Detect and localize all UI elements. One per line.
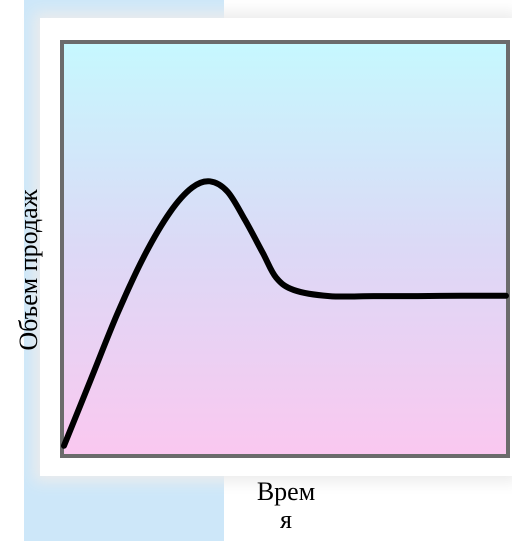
series-layer xyxy=(61,178,509,449)
x-axis-label: Врем я xyxy=(257,478,315,534)
sales-curve-line xyxy=(61,178,509,449)
x-axis-label-line-1: Врем xyxy=(256,477,316,506)
plot-area xyxy=(60,40,510,458)
y-axis-label: Объем продаж xyxy=(14,189,43,351)
x-axis-label-line-2: я xyxy=(280,505,292,534)
